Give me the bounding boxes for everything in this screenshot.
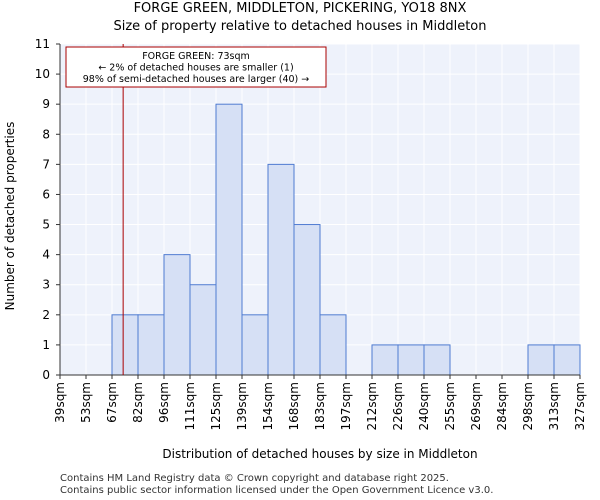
x-tick-label: 327sqm <box>573 382 587 430</box>
x-tick-label: 53sqm <box>79 382 93 423</box>
histogram-bar <box>111 314 139 376</box>
histogram-bar <box>371 344 399 376</box>
histogram-bar <box>397 344 425 376</box>
footer-copyright: Contains HM Land Registry data © Crown c… <box>60 473 449 484</box>
y-tick-label: 1 <box>42 338 50 352</box>
x-tick-label: 269sqm <box>469 382 483 430</box>
x-tick-label: 139sqm <box>235 382 249 430</box>
x-tick-label: 125sqm <box>209 382 223 430</box>
y-tick-label: 8 <box>42 127 50 141</box>
y-axis-label: Number of detached properties <box>3 122 17 311</box>
annotation-line: FORGE GREEN: 73sqm <box>142 51 250 62</box>
grid-layer <box>59 43 581 376</box>
x-tick-label: 255sqm <box>443 382 457 430</box>
histogram-bar <box>553 344 581 376</box>
y-tick-label: 3 <box>42 278 50 292</box>
chart-title: FORGE GREEN, MIDDLETON, PICKERING, YO18 … <box>133 1 467 16</box>
x-axis-label: Distribution of detached houses by size … <box>162 447 477 461</box>
y-tick-label: 9 <box>42 97 50 111</box>
annotation-line: ← 2% of detached houses are smaller (1) <box>98 63 293 74</box>
x-tick-label: 284sqm <box>495 382 509 430</box>
y-tick-label: 4 <box>42 248 50 262</box>
histogram-bar <box>319 314 347 376</box>
y-tick-label: 5 <box>42 218 50 232</box>
y-tick-label: 0 <box>42 368 50 382</box>
histogram-bar <box>527 344 555 376</box>
histogram-bar <box>163 254 191 376</box>
bars-layer <box>111 103 581 376</box>
chart-subtitle: Size of property relative to detached ho… <box>113 19 487 34</box>
x-tick-label: 298sqm <box>521 382 535 430</box>
x-tick-label: 240sqm <box>417 382 431 430</box>
x-tick-label: 226sqm <box>391 382 405 430</box>
x-tick-label: 168sqm <box>287 382 301 430</box>
y-tick-label: 10 <box>35 67 50 81</box>
y-tick-label: 6 <box>42 187 50 201</box>
y-tick-labels: 0 1 2 3 4 5 6 7 8 9 10 11 <box>35 37 50 382</box>
y-tick-label: 11 <box>35 37 50 51</box>
footer-licence: Contains public sector information licen… <box>60 485 494 496</box>
x-tick-label: 212sqm <box>365 382 379 430</box>
x-tick-label: 82sqm <box>131 382 145 423</box>
histogram-bar <box>293 224 321 376</box>
x-tick-label: 96sqm <box>157 382 171 423</box>
y-tick-label: 7 <box>42 157 50 171</box>
x-tick-label: 111sqm <box>183 382 197 430</box>
x-tick-labels: 39sqm 53sqm 67sqm 82sqm 96sqm 111sqm 125sqm 139… <box>53 382 587 430</box>
x-tick-label: 197sqm <box>339 382 353 430</box>
histogram-bar <box>423 344 451 376</box>
chart-svg: 0 1 2 3 4 5 6 7 8 9 10 11 39sqm 53sqm 67sqm 82sqm 96sqm… <box>3 37 587 461</box>
y-tick-label: 2 <box>42 308 50 322</box>
annotation-line: 98% of semi-detached houses are larger (… <box>83 74 310 85</box>
marker-layer: FORGE GREEN: 73sqm← 2% of detached house… <box>65 44 327 375</box>
x-tick-label: 39sqm <box>53 382 67 423</box>
histogram-bar <box>267 163 295 376</box>
histogram-bar <box>189 284 217 376</box>
histogram-bar <box>241 314 269 376</box>
axes-layer <box>56 43 581 379</box>
annotation-box <box>65 46 327 88</box>
histogram-bar <box>215 103 243 376</box>
x-tick-label: 313sqm <box>547 382 561 430</box>
x-tick-label: 154sqm <box>261 382 275 430</box>
x-tick-label: 67sqm <box>105 382 119 423</box>
x-tick-label: 183sqm <box>313 382 327 430</box>
histogram-bar <box>137 314 165 376</box>
